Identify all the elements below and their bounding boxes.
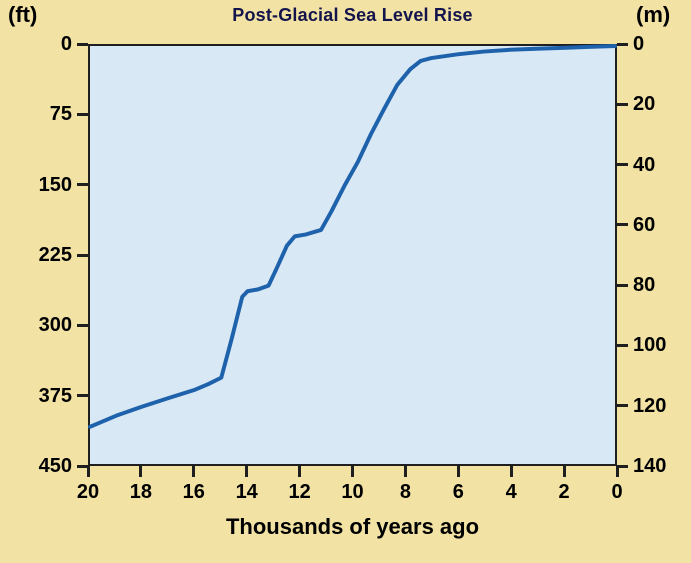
x-tick-label: 14 xyxy=(235,481,258,503)
x-tick-label: 2 xyxy=(558,481,570,503)
y-right-tick xyxy=(617,42,628,46)
y-left-tick-label: 150 xyxy=(38,173,72,196)
y-right-tick-label: 100 xyxy=(633,334,667,357)
y-left-tick-label: 375 xyxy=(38,384,72,407)
x-tick xyxy=(86,466,90,477)
y-left-tick-label: 0 xyxy=(60,33,72,55)
y-right-tick-label: 0 xyxy=(633,33,645,55)
y-right-tick-label: 40 xyxy=(633,153,656,176)
left-axis-unit-label: (ft) xyxy=(8,2,38,27)
y-left-tick xyxy=(77,42,88,46)
y-left-tick xyxy=(77,323,88,327)
y-left-tick xyxy=(77,464,88,468)
x-tick-label: 8 xyxy=(399,481,411,503)
y-right-tick xyxy=(617,404,628,408)
x-tick-label: 12 xyxy=(288,481,311,503)
x-axis-label: Thousands of years ago xyxy=(225,514,480,539)
x-tick-label: 4 xyxy=(505,481,517,503)
sea-level-curve xyxy=(88,44,617,429)
x-tick xyxy=(192,466,196,477)
x-tick xyxy=(562,466,566,477)
x-tick xyxy=(139,466,143,477)
x-tick-label: 18 xyxy=(129,481,153,503)
y-right-tick xyxy=(617,464,628,468)
y-right-tick xyxy=(617,343,628,347)
x-tick xyxy=(245,466,249,477)
y-right-tick-label: 80 xyxy=(633,274,656,297)
x-tick-label: 10 xyxy=(341,481,364,503)
y-left-tick-label: 450 xyxy=(38,455,72,477)
x-tick-label: 20 xyxy=(76,481,100,503)
y-left-tick-label: 225 xyxy=(38,244,72,266)
x-tick xyxy=(351,466,354,477)
x-tick xyxy=(509,466,513,477)
chart-title: Post-Glacial Sea Level Rise xyxy=(232,5,473,25)
y-left-tick xyxy=(77,112,88,116)
y-right-tick xyxy=(617,163,628,167)
x-tick-label: 6 xyxy=(452,481,464,503)
y-left-tick xyxy=(77,394,88,398)
y-right-tick xyxy=(617,102,628,106)
sea-level-line xyxy=(88,44,617,429)
y-right-tick xyxy=(617,223,628,227)
y-right-tick-label: 20 xyxy=(633,93,656,116)
x-tick xyxy=(298,466,302,477)
y-left-tick-label: 75 xyxy=(49,103,72,126)
right-axis-unit-label: (m) xyxy=(636,2,671,27)
x-tick xyxy=(615,466,619,477)
y-left-tick-label: 300 xyxy=(38,314,72,337)
y-right-tick-label: 140 xyxy=(633,455,667,477)
y-left-tick xyxy=(77,183,88,187)
y-right-tick xyxy=(617,283,628,287)
plot-area xyxy=(88,44,617,466)
x-tick xyxy=(456,466,460,477)
x-tick xyxy=(403,466,407,477)
y-right-tick-label: 60 xyxy=(633,213,656,236)
y-right-tick-label: 120 xyxy=(633,394,667,417)
y-left-tick xyxy=(77,253,88,257)
x-tick-label: 0 xyxy=(611,481,623,503)
x-tick-label: 16 xyxy=(182,481,205,503)
